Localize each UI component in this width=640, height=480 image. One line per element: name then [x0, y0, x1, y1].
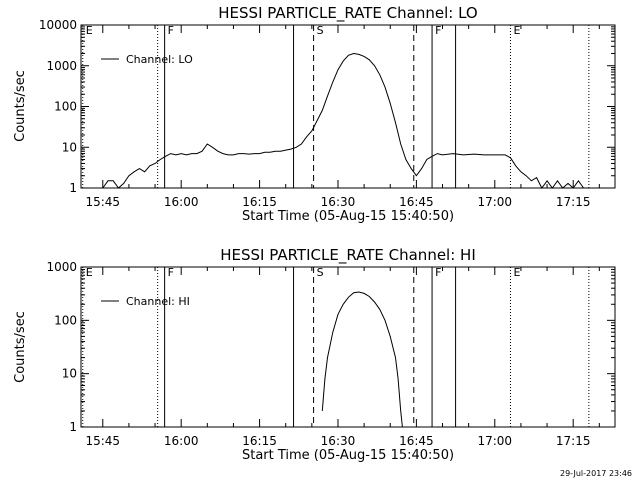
y-tick-label: 1	[69, 420, 77, 434]
chart-panel-1: HESSI PARTICLE_RATE Channel: LO 1 10 100 100…	[13, 4, 616, 224]
y-tick-label: 100	[54, 313, 77, 327]
marker-label: F	[435, 24, 441, 37]
y-tick-label: 10000	[39, 18, 77, 32]
marker-label: E	[513, 266, 520, 279]
x-tick-label: 16:30	[321, 195, 356, 209]
x-axis-label: Start Time (05-Aug-15 15:40:50)	[242, 448, 454, 463]
series-line-lo	[81, 52, 589, 189]
marker-label: F	[168, 266, 174, 279]
x-tick-label: 16:45	[399, 195, 434, 209]
x-tick-label: 16:45	[399, 434, 434, 448]
marker-label: E	[513, 24, 520, 37]
x-tick-label: 17:15	[556, 195, 591, 209]
y-tick-label: 10	[62, 140, 77, 154]
x-tick-label: 16:00	[164, 195, 199, 209]
y-tick-label: 1	[69, 181, 77, 195]
y-tick-label: 100	[54, 100, 77, 114]
footer-timestamp: 29-Jul-2017 23:46	[560, 469, 632, 478]
x-tick-label: 17:00	[477, 195, 512, 209]
marker-label: E	[86, 24, 93, 37]
x-tick-label: 15:45	[85, 195, 120, 209]
marker-label: F	[435, 266, 441, 279]
marker-label: S	[317, 24, 324, 37]
chart-title: HESSI PARTICLE_RATE Channel: LO	[218, 4, 477, 23]
x-tick-label: 16:00	[164, 434, 199, 448]
x-axis-label: Start Time (05-Aug-15 15:40:50)	[242, 209, 454, 224]
legend-label: Channel: LO	[126, 53, 193, 66]
y-tick-label: 1000	[46, 59, 77, 73]
legend-label: Channel: HI	[126, 295, 190, 308]
series-line-hi	[321, 291, 403, 428]
chart-panel-2: HESSI PARTICLE_RATE Channel: HI 1 10 100 100…	[13, 246, 616, 463]
x-tick-label: 16:15	[242, 434, 277, 448]
y-tick-label: 10	[62, 367, 77, 381]
x-tick-label: 17:00	[477, 434, 512, 448]
x-tick-label: 16:15	[242, 195, 277, 209]
x-tick-label: 17:15	[556, 434, 591, 448]
chart-title: HESSI PARTICLE_RATE Channel: HI	[220, 246, 476, 265]
y-axis-label: Counts/sec	[13, 311, 28, 383]
y-tick-label: 1000	[46, 260, 77, 274]
x-tick-label: 15:45	[85, 434, 120, 448]
marker-label: S	[317, 266, 324, 279]
plot-frame	[80, 266, 616, 428]
y-axis-label: Counts/sec	[13, 70, 28, 142]
x-tick-label: 16:30	[321, 434, 356, 448]
plot-frame	[80, 24, 616, 189]
marker-label: F	[168, 24, 174, 37]
marker-label: E	[86, 266, 93, 279]
